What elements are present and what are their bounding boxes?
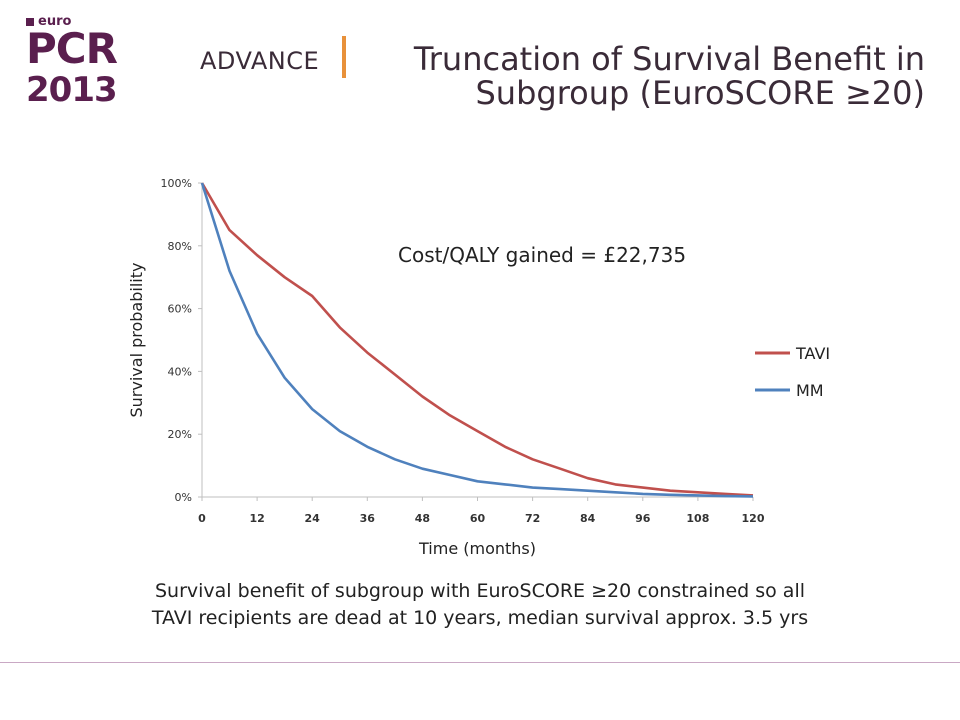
legend-label-tavi: TAVI [795,344,830,363]
y-tick-label: 40% [168,365,192,378]
logo-small-text: euro [26,14,71,29]
y-tick-label: 20% [168,428,192,441]
x-tick-label: 48 [415,512,430,525]
title-separator [342,36,346,78]
x-tick-label: 24 [305,512,321,525]
title-line-2: Subgroup (EuroSCORE ≥20) [475,74,925,112]
caption-line-2: TAVI recipients are dead at 10 years, me… [151,607,809,629]
x-tick-label: 84 [580,512,596,525]
slide-title: ADVANCE Truncation of Survival Benefit i… [200,32,925,110]
x-tick-label: 0 [198,512,206,525]
x-tick-label: 60 [470,512,486,525]
x-tick-label: 12 [249,512,264,525]
x-tick-label: 72 [525,512,540,525]
y-tick-label: 100% [161,177,192,190]
x-axis-title: Time (months) [418,539,536,558]
logo-square-icon [26,17,34,26]
title-line-1: Truncation of Survival Benefit in [413,40,925,78]
x-tick-label: 96 [635,512,651,525]
x-tick-label: 120 [742,512,765,525]
x-tick-label: 108 [686,512,709,525]
legend-label-mm: MM [796,381,824,400]
logo-year: 2013 [26,70,118,110]
y-tick-label: 60% [168,303,192,316]
series-line-mm [200,182,754,498]
y-axis-title: Survival probability [127,263,146,418]
x-tick-label: 36 [360,512,376,525]
title-prefix: ADVANCE [200,47,320,75]
logo-euro: euro [38,14,72,29]
caption-line-1: Survival benefit of subgroup with EuroSC… [154,580,806,602]
series-line-tavi [200,182,754,497]
caption: Survival benefit of subgroup with EuroSC… [60,578,900,632]
chart-annotation: Cost/QALY gained = £22,735 [398,243,686,267]
title-main: Truncation of Survival Benefit in Subgro… [365,42,925,110]
europcr-logo: euro PCR 2013 [26,14,126,114]
logo-pcr: PCR [26,24,118,73]
survival-chart: 0% 20% 40% 60% 80% 100% 0 12 24 36 48 60 72 84 96 108 12… [127,177,830,558]
y-tick-label: 80% [168,240,192,253]
y-tick-label: 0% [175,491,192,504]
footer-divider [0,662,960,663]
